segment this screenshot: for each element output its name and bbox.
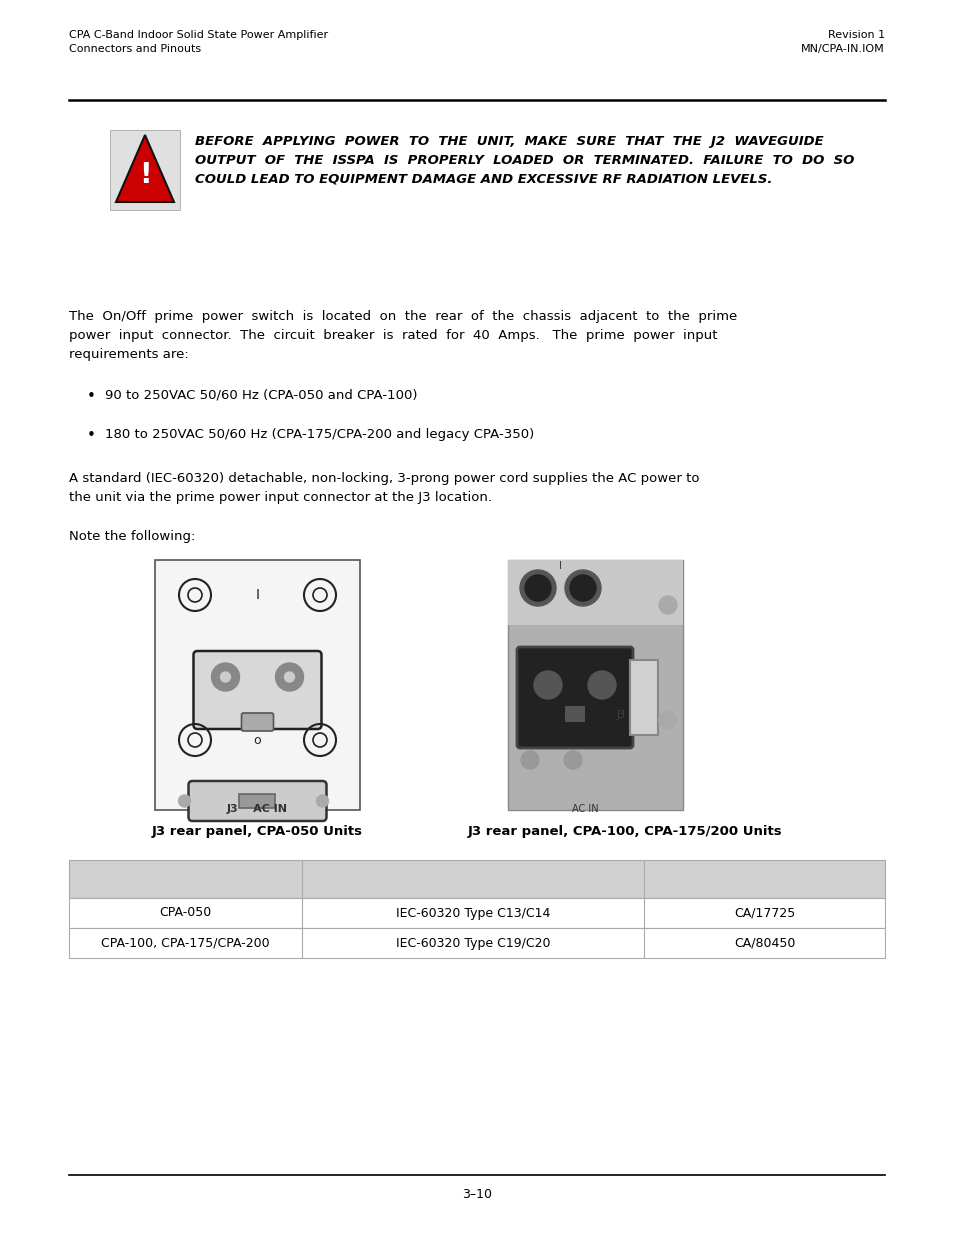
- FancyBboxPatch shape: [193, 651, 321, 729]
- Text: J3 rear panel, CPA-050 Units: J3 rear panel, CPA-050 Units: [152, 825, 363, 839]
- Circle shape: [563, 751, 581, 769]
- Circle shape: [564, 571, 600, 606]
- Circle shape: [524, 576, 551, 601]
- Circle shape: [316, 795, 328, 806]
- Bar: [564, 706, 584, 722]
- Text: I: I: [255, 588, 259, 601]
- Circle shape: [534, 671, 561, 699]
- Text: the unit via the prime power input connector at the J3 location.: the unit via the prime power input conne…: [69, 492, 492, 504]
- Circle shape: [587, 671, 616, 699]
- Text: J3 rear panel, CPA-100, CPA-175/200 Units: J3 rear panel, CPA-100, CPA-175/200 Unit…: [468, 825, 782, 839]
- Bar: [507, 559, 682, 810]
- Text: 90 to 250VAC 50/60 Hz (CPA-050 and CPA-100): 90 to 250VAC 50/60 Hz (CPA-050 and CPA-1…: [105, 389, 417, 403]
- Text: 3–10: 3–10: [461, 1188, 492, 1200]
- Text: COULD LEAD TO EQUIPMENT DAMAGE AND EXCESSIVE RF RADIATION LEVELS.: COULD LEAD TO EQUIPMENT DAMAGE AND EXCES…: [194, 173, 772, 186]
- Text: CPA-050: CPA-050: [159, 906, 212, 920]
- Text: BEFORE  APPLYING  POWER  TO  THE  UNIT,  MAKE  SURE  THAT  THE  J2  WAVEGUIDE: BEFORE APPLYING POWER TO THE UNIT, MAKE …: [194, 135, 822, 148]
- Text: 180 to 250VAC 50/60 Hz (CPA-175/CPA-200 and legacy CPA-350): 180 to 250VAC 50/60 Hz (CPA-175/CPA-200 …: [105, 429, 534, 441]
- Text: Note the following:: Note the following:: [69, 530, 195, 543]
- Bar: [629, 659, 658, 735]
- FancyBboxPatch shape: [239, 794, 275, 808]
- Text: requirements are:: requirements are:: [69, 348, 189, 361]
- FancyBboxPatch shape: [189, 781, 326, 821]
- Text: MN/CPA-IN.IOM: MN/CPA-IN.IOM: [801, 44, 884, 54]
- Text: CPA C-Band Indoor Solid State Power Amplifier: CPA C-Band Indoor Solid State Power Ampl…: [69, 30, 328, 40]
- Text: IEC-60320 Type C19/C20: IEC-60320 Type C19/C20: [395, 936, 550, 950]
- Text: Revision 1: Revision 1: [827, 30, 884, 40]
- Bar: [154, 559, 359, 810]
- FancyBboxPatch shape: [517, 647, 633, 748]
- Bar: [69, 898, 884, 927]
- Text: AC IN: AC IN: [572, 804, 598, 814]
- Text: power  input  connector.  The  circuit  breaker  is  rated  for  40  Amps.   The: power input connector. The circuit break…: [69, 329, 717, 342]
- Circle shape: [178, 795, 191, 806]
- Text: J3    AC IN: J3 AC IN: [227, 804, 288, 814]
- Circle shape: [275, 663, 303, 692]
- Text: IEC-60320 Type C13/C14: IEC-60320 Type C13/C14: [395, 906, 550, 920]
- Text: !: !: [138, 161, 152, 189]
- Circle shape: [220, 672, 231, 682]
- FancyBboxPatch shape: [241, 713, 274, 731]
- Text: I: I: [558, 561, 561, 571]
- Circle shape: [659, 711, 677, 729]
- Text: CA/17725: CA/17725: [733, 906, 795, 920]
- Bar: [69, 927, 884, 958]
- Bar: [69, 860, 884, 898]
- Circle shape: [520, 751, 538, 769]
- Circle shape: [212, 663, 239, 692]
- Bar: [507, 559, 682, 625]
- Text: The  On/Off  prime  power  switch  is  located  on  the  rear  of  the  chassis : The On/Off prime power switch is located…: [69, 310, 737, 324]
- Circle shape: [659, 597, 677, 614]
- Text: •: •: [87, 429, 95, 443]
- Text: CPA-100, CPA-175/CPA-200: CPA-100, CPA-175/CPA-200: [101, 936, 270, 950]
- Polygon shape: [116, 135, 173, 203]
- Circle shape: [284, 672, 294, 682]
- Circle shape: [569, 576, 596, 601]
- Text: OUTPUT  OF  THE  ISSPA  IS  PROPERLY  LOADED  OR  TERMINATED.  FAILURE  TO  DO  : OUTPUT OF THE ISSPA IS PROPERLY LOADED O…: [194, 154, 854, 167]
- Bar: [110, 130, 180, 210]
- Circle shape: [519, 571, 556, 606]
- Text: A standard (IEC-60320) detachable, non-locking, 3-prong power cord supplies the : A standard (IEC-60320) detachable, non-l…: [69, 472, 699, 485]
- Text: o: o: [253, 734, 261, 746]
- Text: Connectors and Pinouts: Connectors and Pinouts: [69, 44, 201, 54]
- Text: J3: J3: [616, 710, 624, 720]
- Text: •: •: [87, 389, 95, 404]
- Text: CA/80450: CA/80450: [733, 936, 795, 950]
